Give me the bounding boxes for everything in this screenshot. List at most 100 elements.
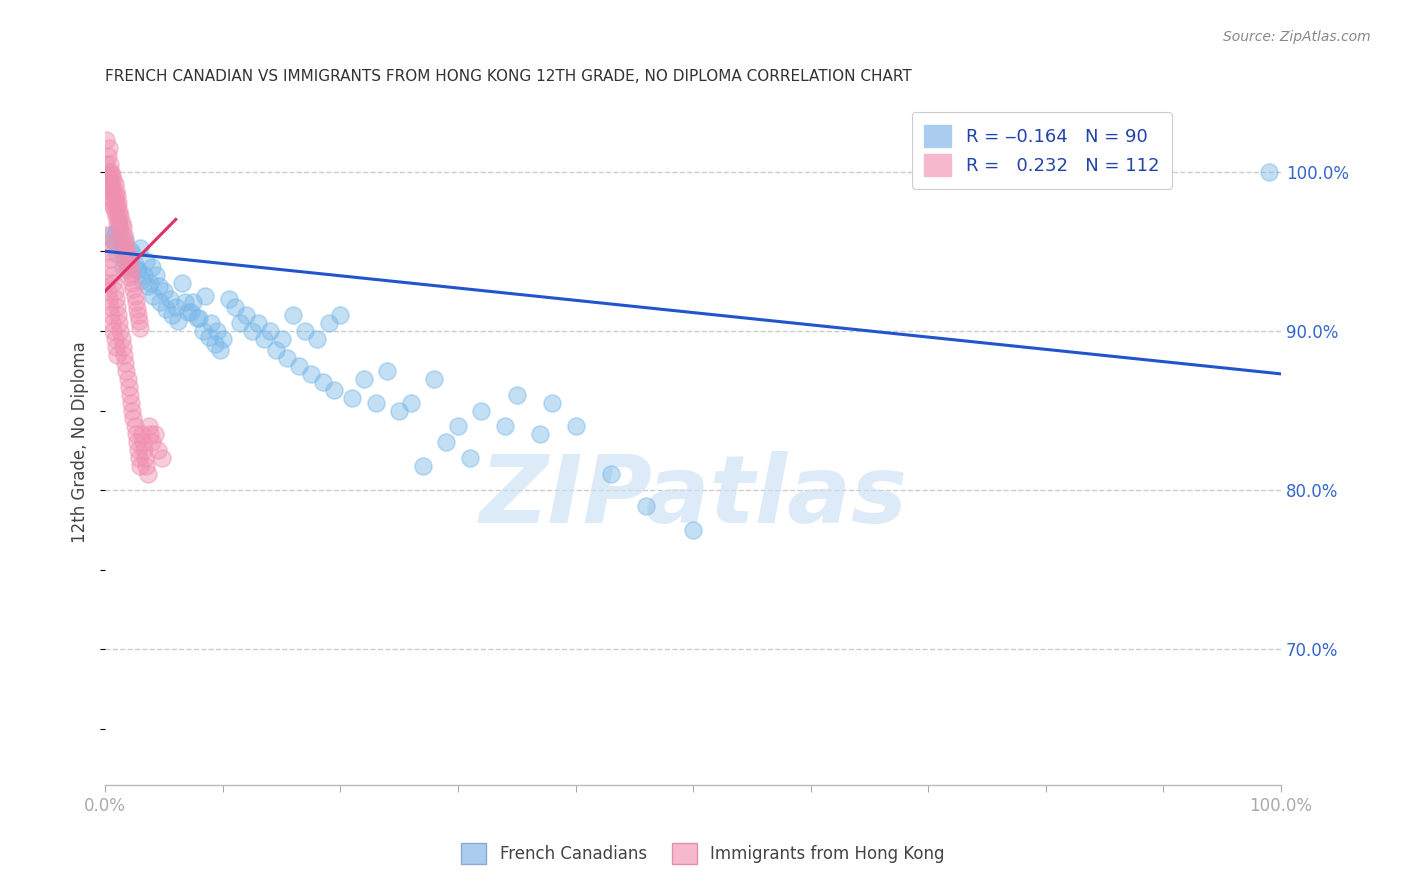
Point	[128, 314, 150, 328]
Point	[97, 149, 120, 163]
Point	[112, 244, 135, 259]
Point	[104, 225, 127, 239]
Point	[111, 231, 134, 245]
Point	[340, 391, 363, 405]
Point	[125, 435, 148, 450]
Point	[135, 459, 157, 474]
Point	[283, 308, 305, 322]
Point	[112, 348, 135, 362]
Point	[108, 220, 131, 235]
Point	[108, 316, 131, 330]
Point	[167, 314, 190, 328]
Point	[118, 260, 141, 275]
Point	[104, 184, 127, 198]
Point	[132, 268, 155, 282]
Point	[100, 164, 122, 178]
Point	[103, 200, 125, 214]
Point	[128, 451, 150, 466]
Point	[209, 343, 232, 357]
Text: Source: ZipAtlas.com: Source: ZipAtlas.com	[1223, 30, 1371, 45]
Legend: French Canadians, Immigrants from Hong Kong: French Canadians, Immigrants from Hong K…	[454, 837, 952, 871]
Point	[108, 216, 131, 230]
Point	[97, 292, 120, 306]
Point	[141, 260, 163, 275]
Point	[104, 196, 127, 211]
Point	[270, 332, 292, 346]
Point	[97, 284, 120, 298]
Point	[388, 403, 411, 417]
Point	[100, 176, 122, 190]
Point	[247, 316, 270, 330]
Point	[434, 435, 457, 450]
Point	[294, 324, 316, 338]
Point	[101, 196, 124, 211]
Point	[288, 359, 311, 373]
Point	[142, 289, 165, 303]
Point	[98, 156, 121, 170]
Point	[97, 141, 120, 155]
Point	[103, 276, 125, 290]
Point	[105, 247, 128, 261]
Point	[118, 252, 141, 267]
Point	[100, 192, 122, 206]
Point	[121, 276, 143, 290]
Point	[97, 180, 120, 194]
Point	[125, 427, 148, 442]
Point	[114, 235, 136, 249]
Point	[97, 172, 120, 186]
Point	[117, 263, 139, 277]
Point	[110, 241, 132, 255]
Point	[138, 419, 160, 434]
Point	[120, 244, 142, 259]
Point	[107, 196, 129, 211]
Point	[104, 284, 127, 298]
Point	[107, 308, 129, 322]
Point	[494, 419, 516, 434]
Point	[107, 209, 129, 223]
Point	[100, 260, 122, 275]
Point	[188, 311, 211, 326]
Point	[121, 403, 143, 417]
Point	[165, 300, 187, 314]
Point	[105, 348, 128, 362]
Point	[112, 252, 135, 267]
Point	[115, 257, 138, 271]
Point	[120, 267, 142, 281]
Point	[458, 451, 481, 466]
Point	[529, 427, 551, 442]
Point	[146, 443, 169, 458]
Text: FRENCH CANADIAN VS IMMIGRANTS FROM HONG KONG 12TH GRADE, NO DIPLOMA CORRELATION : FRENCH CANADIAN VS IMMIGRANTS FROM HONG …	[105, 69, 912, 84]
Point	[97, 188, 120, 202]
Point	[105, 200, 128, 214]
Point	[323, 383, 346, 397]
Point	[159, 292, 181, 306]
Point	[155, 301, 177, 316]
Point	[101, 168, 124, 182]
Point	[229, 316, 252, 330]
Point	[305, 332, 328, 346]
Point	[541, 395, 564, 409]
Point	[96, 228, 118, 243]
Point	[259, 324, 281, 338]
Point	[110, 209, 132, 223]
Point	[105, 216, 128, 230]
Point	[412, 459, 434, 474]
Point	[174, 295, 197, 310]
Point	[139, 276, 162, 290]
Point	[110, 324, 132, 338]
Point	[97, 164, 120, 178]
Point	[194, 289, 217, 303]
Point	[103, 324, 125, 338]
Point	[160, 308, 183, 322]
Point	[377, 364, 399, 378]
Point	[136, 467, 159, 482]
Point	[103, 184, 125, 198]
Point	[318, 316, 340, 330]
Point	[205, 324, 228, 338]
Point	[129, 459, 152, 474]
Point	[101, 268, 124, 282]
Point	[96, 276, 118, 290]
Point	[253, 332, 276, 346]
Point	[104, 209, 127, 223]
Point	[122, 411, 145, 425]
